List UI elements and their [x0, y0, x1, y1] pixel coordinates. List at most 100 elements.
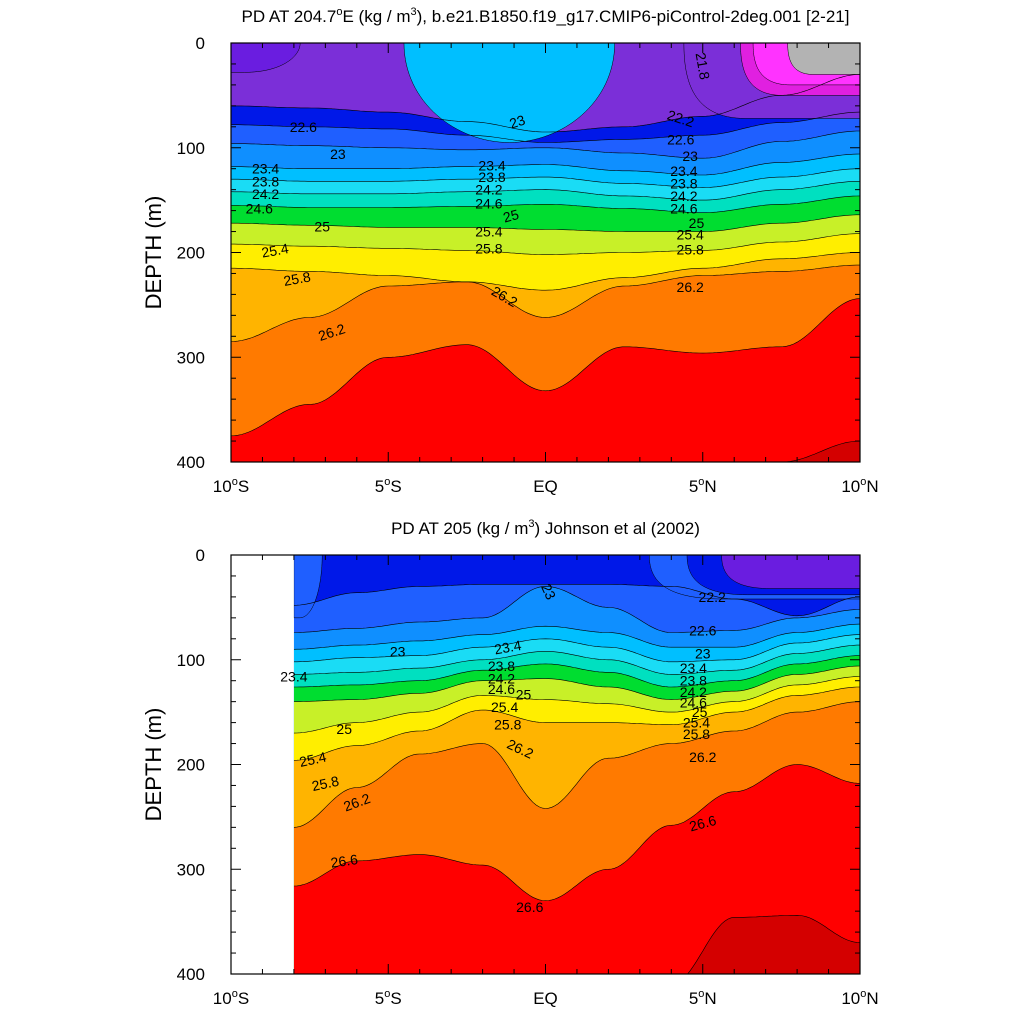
contour-band-26.6 — [293, 764, 860, 974]
isoline-24.6 — [293, 655, 860, 688]
surface-blob-missing-grey — [787, 43, 860, 75]
chart-title: PD AT 205 (kg / m3) Johnson et al (2002) — [391, 518, 700, 538]
isoline-26.2 — [231, 264, 860, 342]
contour-label: 26.6 — [516, 899, 543, 915]
x-tick-label: 10oS — [213, 988, 249, 1008]
isoline-22.6 — [293, 583, 860, 617]
surface-blob-purple-right — [721, 555, 860, 589]
y-tick-label: 300 — [177, 348, 205, 367]
surface-blob-lightblue-center — [403, 43, 615, 143]
contour-label: 23 — [330, 146, 346, 162]
isoline-25.4 — [231, 233, 860, 255]
x-tick-label: 5oN — [689, 988, 717, 1008]
contour-field — [231, 43, 860, 462]
x-tick-label: EQ — [533, 477, 558, 496]
x-tick-label: 5oS — [375, 988, 402, 1008]
contour-label: 24.6 — [680, 695, 707, 711]
contour-label: 23.8 — [670, 175, 697, 191]
contour-label: 25 — [314, 218, 330, 234]
y-tick-label: 300 — [177, 860, 205, 879]
contour-field — [293, 555, 860, 974]
contour-label: 23.4 — [670, 163, 697, 179]
y-tick-label: 0 — [196, 546, 205, 565]
contour-label: 26.2 — [689, 749, 716, 765]
contour-label: 25.8 — [475, 240, 502, 256]
contour-label: 24.2 — [670, 188, 697, 204]
contour-label: 23.4 — [280, 669, 307, 685]
contour-label: 25.4 — [491, 699, 518, 715]
y-tick-label: 400 — [177, 453, 205, 472]
x-tick-label: 10oS — [213, 476, 249, 496]
isoline-26.6 — [231, 298, 860, 437]
isoline-25 — [231, 214, 860, 232]
contour-label: 22.6 — [290, 119, 317, 135]
contour-label: 21.8 — [693, 51, 714, 81]
contour-label: 23.8 — [488, 658, 515, 674]
contour-label: 25.8 — [683, 726, 710, 742]
contour-label: 24.2 — [488, 671, 515, 687]
contour-label: 25.8 — [677, 241, 704, 257]
contour-label: 25 — [336, 721, 352, 737]
isoline-24.2 — [293, 644, 860, 675]
contour-label: 24.2 — [252, 186, 279, 202]
contour-label: 22.6 — [689, 622, 716, 638]
contour-label: 23.8 — [252, 173, 279, 189]
contour-label: 23.8 — [680, 673, 707, 689]
contour-label: 25.8 — [494, 717, 521, 733]
isoline-25.4 — [293, 676, 860, 734]
contour-label: 24.6 — [488, 681, 515, 697]
contour-label: 26.6 — [330, 851, 359, 871]
chart-title: PD AT 204.7oE (kg / m3), b.e21.B1850.f19… — [242, 6, 850, 26]
isoline-23 — [293, 586, 860, 633]
contour-label: 25.4 — [475, 224, 502, 240]
contour-label: 23.4 — [493, 637, 523, 658]
y-tick-label: 200 — [177, 244, 205, 263]
isoline-26.6 — [293, 764, 860, 902]
contour-label: 23 — [507, 111, 527, 131]
x-tick-label: 5oS — [375, 476, 402, 496]
contour-label: 23 — [390, 643, 406, 659]
contour-label: 25.4 — [260, 240, 290, 261]
isoline-23.4 — [231, 153, 860, 176]
y-tick-label: 400 — [177, 965, 205, 984]
isoline-25.8 — [231, 252, 860, 291]
y-tick-label: 100 — [177, 139, 205, 158]
contour-label: 23.4 — [252, 161, 279, 177]
contour-label: 26.2 — [677, 279, 704, 295]
isoline-23.8 — [231, 168, 860, 188]
contour-label: 25.4 — [683, 715, 710, 731]
isoline-24.2 — [231, 181, 860, 201]
contour-label: 23.8 — [478, 169, 505, 185]
contour-label: 23 — [538, 581, 559, 602]
contour-label: 25.4 — [677, 227, 704, 243]
contour-label: 23.4 — [478, 158, 505, 174]
y-axis-label: DEPTH (m) — [141, 196, 166, 310]
isoline-25.8 — [293, 686, 860, 761]
contour-label: 24.2 — [680, 684, 707, 700]
y-tick-label: 100 — [177, 651, 205, 670]
contour-label: 25 — [692, 704, 708, 720]
contour-label: 25.8 — [282, 268, 312, 289]
contour-label: 25.8 — [310, 773, 340, 794]
contour-label: 24.2 — [475, 182, 502, 198]
x-tick-label: 10oN — [841, 476, 878, 496]
x-tick-label: 10oN — [841, 988, 878, 1008]
contour-label: 23 — [682, 148, 698, 164]
isoline-22.2 — [231, 74, 860, 133]
contour-label: 25 — [516, 686, 532, 702]
contour-label: 22.6 — [667, 131, 694, 147]
contour-label: 22.2 — [699, 589, 726, 605]
contour-label: 23.4 — [680, 660, 707, 676]
contour-label: 24.6 — [475, 195, 502, 211]
x-tick-label: EQ — [533, 989, 558, 1008]
isoline-23.8 — [293, 634, 860, 663]
y-axis-label: DEPTH (m) — [141, 708, 166, 822]
x-tick-label: 5oN — [689, 476, 717, 496]
contour-label: 23 — [695, 645, 711, 661]
contour-label: 24.6 — [670, 201, 697, 217]
y-tick-label: 200 — [177, 756, 205, 775]
contour-band-27 — [356, 915, 860, 974]
